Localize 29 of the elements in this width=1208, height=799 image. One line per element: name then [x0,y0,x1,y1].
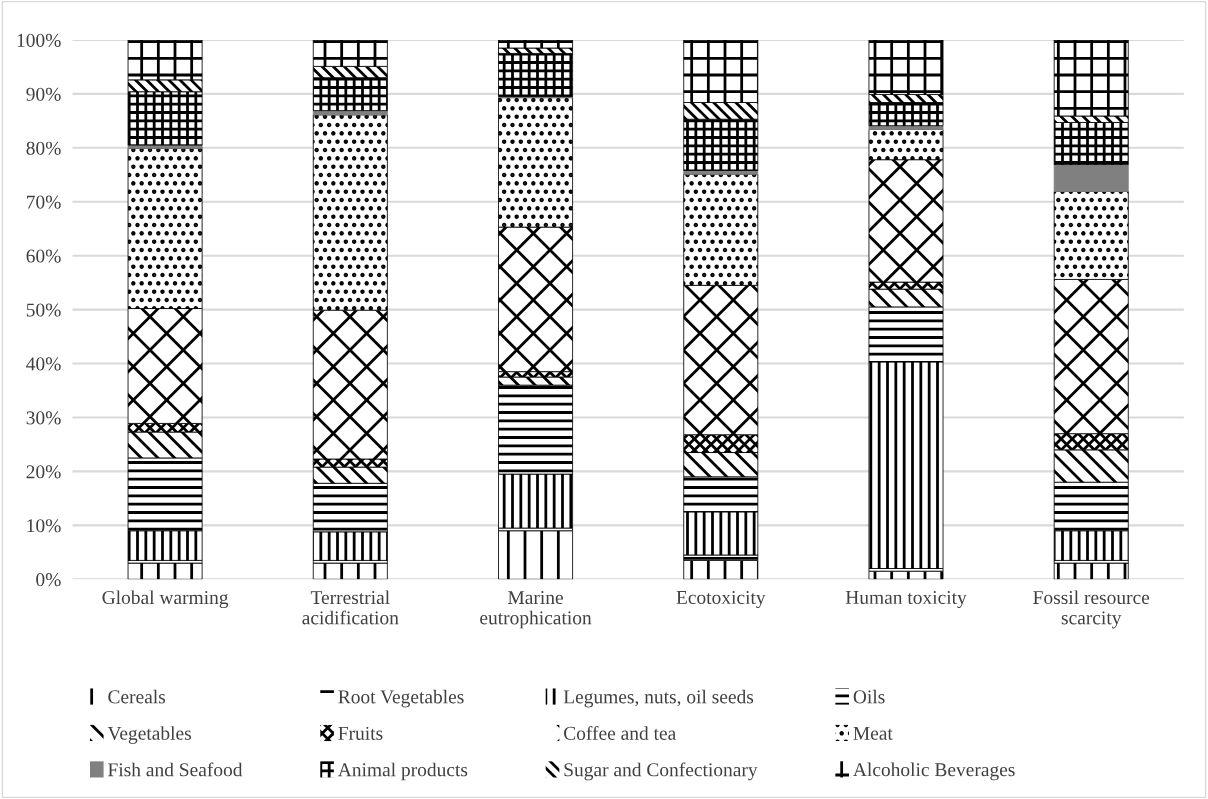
legend-label: Cereals [108,689,166,704]
legend-label: Root Vegetables [338,689,464,708]
y-tick-label: 20% [26,465,61,479]
legend-label: Meat [853,726,893,740]
x-tick-label: Global warming [102,590,229,609]
y-tick-label: 100% [17,33,61,47]
x-tick-label: Ecotoxicity [676,590,766,609]
y-tick-label: 60% [26,249,61,263]
legend-label: Fruits [338,726,383,740]
y-tick-label: 30% [26,411,61,425]
legend-label: Sugar and Confectionary [564,762,758,781]
y-tick-label: 40% [26,357,61,371]
x-tick-label: Fossil resource scarcity [1033,590,1150,629]
legend-label: Animal products [337,762,468,781]
y-tick-label: 10% [27,519,61,533]
y-tick-label: 0% [36,573,61,587]
legend-label: Oils [853,689,885,704]
y-tick-label: 90% [26,87,61,101]
x-tick-label: Marine eutrophication [480,591,592,629]
x-tick-label: Terrestrial acidification [302,590,399,625]
y-tick-label: 80% [26,141,61,155]
x-tick-label: Human toxicity [845,590,967,609]
legend-label: Fish and Seafood [108,762,243,777]
y-tick-label: 50% [26,303,61,317]
legend-label: Legumes, nuts, oil seeds [563,689,754,708]
y-tick-label: 70% [27,195,61,209]
legend-label: Coffee and tea [564,726,676,740]
legend-label: Alcoholic Beverages [853,762,1015,781]
legend-label: Vegetables [107,726,191,744]
